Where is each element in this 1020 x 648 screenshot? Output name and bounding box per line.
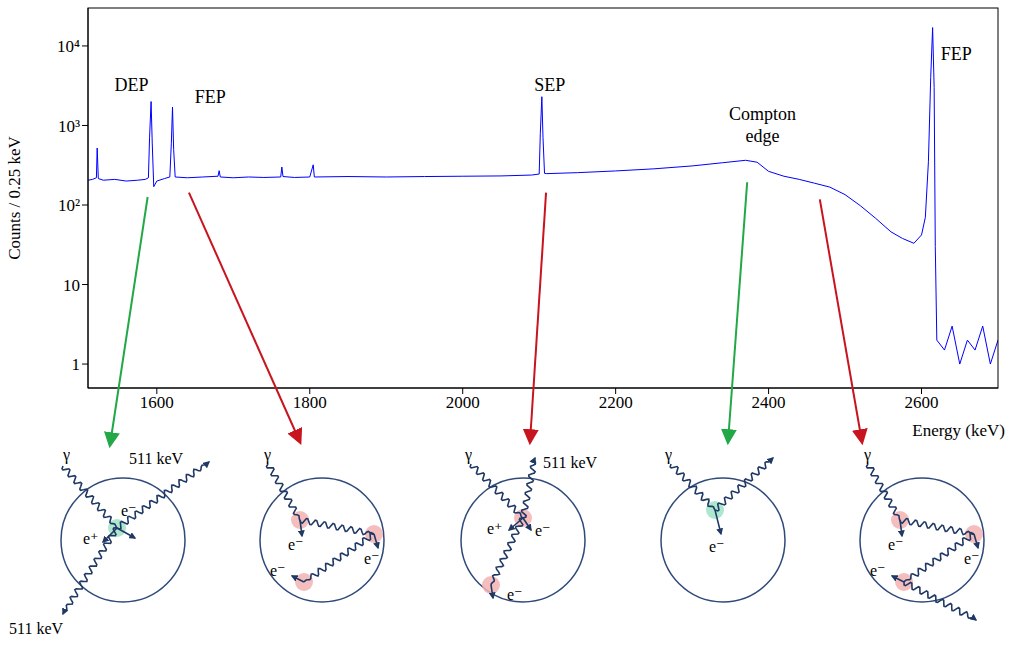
svg-text:511 keV: 511 keV: [543, 454, 598, 471]
svg-text:2000: 2000: [446, 393, 480, 412]
svg-text:Comptonedge: Comptonedge: [729, 104, 796, 146]
svg-text:e⁻: e⁻: [270, 562, 286, 579]
svg-text:1: 1: [72, 355, 81, 374]
svg-text:e⁻: e⁻: [870, 562, 886, 579]
svg-text:Energy (keV): Energy (keV): [912, 421, 1005, 440]
svg-text:1800: 1800: [293, 393, 327, 412]
svg-text:2200: 2200: [599, 393, 633, 412]
svg-text:FEP: FEP: [941, 44, 972, 64]
svg-text:511 keV: 511 keV: [129, 450, 184, 467]
svg-text:SEP: SEP: [534, 75, 565, 95]
svg-text:FEP: FEP: [195, 87, 226, 107]
svg-text:e⁻: e⁻: [364, 550, 380, 567]
svg-text:e⁻: e⁻: [535, 522, 551, 539]
svg-text:γ: γ: [263, 446, 271, 464]
svg-text:γ: γ: [664, 446, 672, 464]
svg-text:γ: γ: [863, 446, 871, 464]
svg-text:2400: 2400: [752, 393, 786, 412]
svg-text:e⁻: e⁻: [288, 536, 304, 553]
svg-text:Counts / 0.25 keV: Counts / 0.25 keV: [5, 135, 24, 259]
svg-text:10: 10: [63, 276, 80, 295]
svg-text:511 keV: 511 keV: [9, 620, 64, 637]
svg-text:e⁻: e⁻: [888, 536, 904, 553]
svg-text:10³: 10³: [58, 117, 80, 136]
svg-text:10⁴: 10⁴: [57, 37, 80, 56]
svg-text:2600: 2600: [905, 393, 939, 412]
svg-text:e⁻: e⁻: [964, 550, 980, 567]
svg-text:1600: 1600: [140, 393, 174, 412]
svg-text:e⁺: e⁺: [83, 530, 99, 547]
svg-text:e⁻: e⁻: [507, 586, 523, 603]
svg-text:e⁻: e⁻: [121, 502, 137, 519]
svg-text:e⁻: e⁻: [709, 538, 725, 555]
svg-text:γ: γ: [464, 446, 472, 464]
svg-text:γ: γ: [62, 446, 70, 464]
svg-text:DEP: DEP: [115, 75, 149, 95]
svg-text:10²: 10²: [58, 196, 80, 215]
svg-text:e⁺: e⁺: [487, 520, 503, 537]
